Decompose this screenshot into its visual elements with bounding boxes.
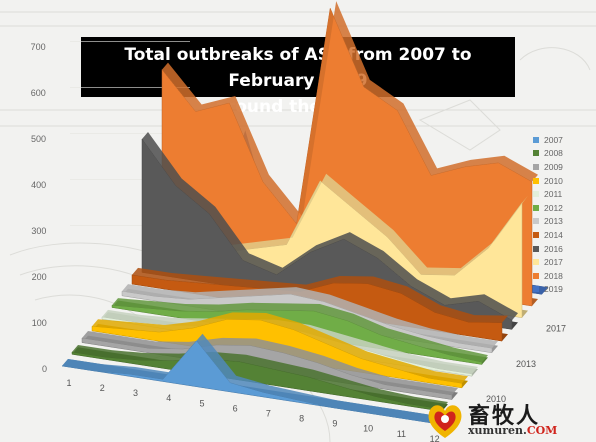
legend-swatch bbox=[533, 177, 539, 184]
legend-item: 2010 bbox=[533, 174, 563, 188]
legend-label: 2017 bbox=[544, 257, 563, 268]
x-tick-label: 12 bbox=[430, 434, 440, 442]
series-2010-edge bbox=[92, 312, 468, 384]
chart-title: Total outbreaks of ASF from 2007 to Febr… bbox=[81, 37, 515, 117]
legend-swatch bbox=[533, 163, 539, 170]
x-tick-label: 8 bbox=[299, 414, 304, 424]
x-tick-label: 3 bbox=[133, 388, 138, 398]
legend-swatch bbox=[533, 272, 539, 279]
series-2016-edge bbox=[142, 131, 518, 321]
depth-tick-label: 2010 bbox=[486, 394, 506, 404]
legend-label: 2009 bbox=[544, 161, 563, 172]
legend-item: 2017 bbox=[533, 255, 563, 269]
y-tick-label: 700 bbox=[31, 42, 46, 52]
y-axis-ticks: 0 100 200 300 400 500 600 700 bbox=[31, 42, 47, 374]
legend-item: 2016 bbox=[533, 242, 563, 256]
series-2012-edge bbox=[112, 298, 488, 363]
legend-item: 2007 bbox=[533, 133, 563, 147]
series-2007-edge bbox=[62, 333, 438, 423]
legend-swatch bbox=[533, 259, 539, 266]
y-tick-label: 600 bbox=[31, 88, 46, 98]
x-tick-label: 9 bbox=[332, 419, 337, 429]
xumuren-logo-icon bbox=[428, 405, 462, 438]
series-2008-edge bbox=[72, 344, 448, 409]
legend-label: 2019 bbox=[544, 284, 563, 295]
depth-tick-label: 2013 bbox=[516, 359, 536, 369]
legend-swatch bbox=[533, 136, 539, 143]
legend-item: 2012 bbox=[533, 201, 563, 215]
series-ribbons bbox=[61, 1, 548, 424]
legend-label: 2013 bbox=[544, 216, 563, 227]
legend-label: 2014 bbox=[544, 229, 563, 240]
y-tick-label: 100 bbox=[32, 318, 47, 328]
depth-tick-label: 2017 bbox=[546, 324, 566, 334]
legend-label: 2016 bbox=[544, 243, 563, 254]
legend-label: 2008 bbox=[544, 148, 563, 159]
x-tick-label: 11 bbox=[397, 429, 406, 439]
x-tick-label: 4 bbox=[166, 393, 171, 403]
x-tick-label: 2 bbox=[100, 383, 105, 393]
legend-label: 2010 bbox=[544, 175, 563, 186]
legend-swatch bbox=[533, 150, 539, 157]
legend: 2007 2008 2009 2010 2011 2012 2013 2014 2016 2017… bbox=[533, 133, 563, 296]
legend-label: 2007 bbox=[544, 134, 563, 145]
legend-swatch bbox=[533, 204, 539, 211]
legend-item: 2013 bbox=[533, 215, 563, 229]
x-tick-label: 7 bbox=[266, 408, 271, 418]
x-tick-label: 1 bbox=[66, 378, 71, 388]
y-tick-label: 300 bbox=[31, 226, 46, 236]
legend-label: 2012 bbox=[544, 202, 563, 213]
watermark-url-suffix: COM bbox=[526, 424, 558, 437]
legend-item: 2011 bbox=[533, 187, 563, 201]
x-tick-label: 10 bbox=[363, 424, 373, 434]
legend-item: 2008 bbox=[533, 147, 563, 161]
legend-item: 2009 bbox=[533, 160, 563, 174]
watermark-chinese-text: 畜牧人 bbox=[468, 404, 541, 429]
legend-item: 2018 bbox=[533, 269, 563, 283]
legend-swatch bbox=[533, 286, 539, 293]
legend-label: 2011 bbox=[544, 189, 563, 200]
y-tick-label: 0 bbox=[42, 364, 47, 374]
watermark-url-main: xumuren. bbox=[468, 424, 527, 437]
legend-swatch bbox=[533, 245, 539, 252]
legend-swatch bbox=[533, 218, 539, 225]
series-2014-edge bbox=[132, 267, 508, 323]
y-tick-label: 200 bbox=[32, 272, 47, 282]
y-tick-label: 500 bbox=[31, 134, 46, 144]
series-2018-edge bbox=[162, 1, 538, 224]
legend-item: 2014 bbox=[533, 228, 563, 242]
watermark-url: xumuren.COM bbox=[468, 424, 557, 437]
legend-swatch bbox=[533, 191, 539, 198]
series-2009-edge bbox=[82, 330, 458, 395]
y-tick-label: 400 bbox=[31, 180, 46, 190]
legend-label: 2018 bbox=[544, 270, 563, 281]
x-tick-label: 6 bbox=[233, 403, 238, 413]
depth-axis-ticks: 2010 2013 2017 bbox=[486, 324, 566, 404]
series-2017-edge bbox=[152, 173, 528, 276]
series-2013-edge bbox=[122, 284, 498, 349]
x-tick-label: 5 bbox=[199, 398, 204, 408]
legend-item: 2019 bbox=[533, 283, 563, 297]
watermark: 畜牧人 xumuren.COM bbox=[424, 398, 594, 442]
legend-swatch bbox=[533, 231, 539, 238]
